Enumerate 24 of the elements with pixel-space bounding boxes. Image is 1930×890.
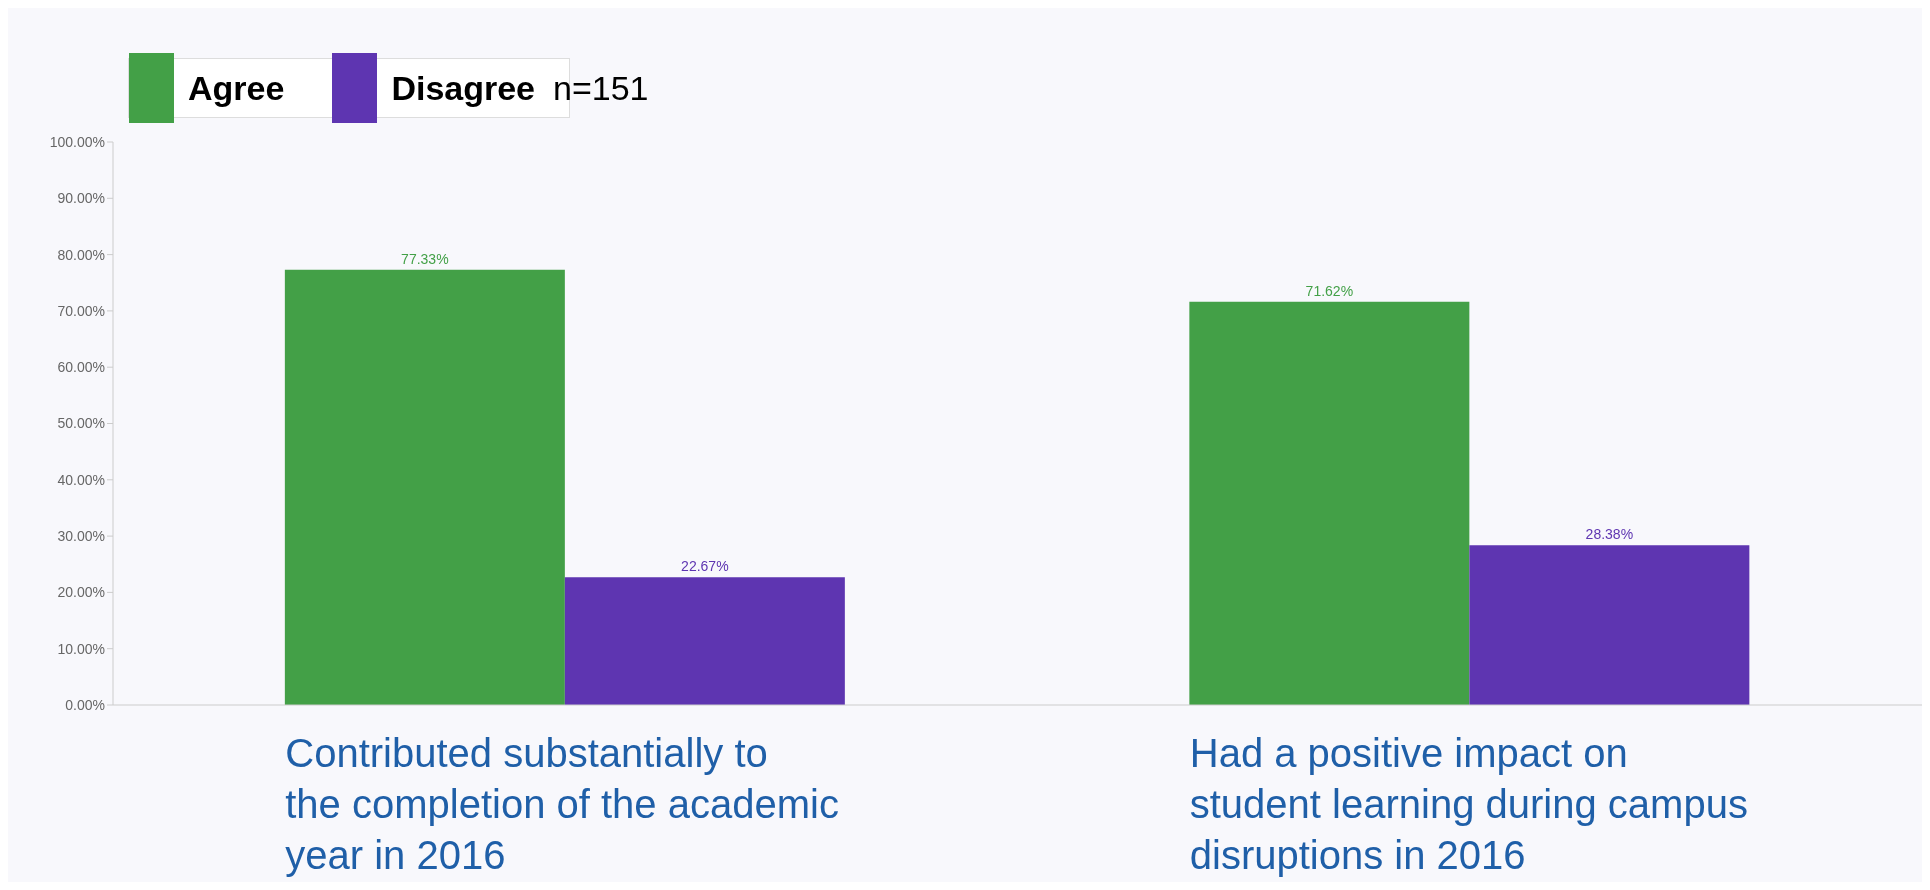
y-tick-label: 60.00% <box>57 359 105 376</box>
legend-label: Disagree <box>391 68 536 108</box>
y-tick-label: 100.00% <box>49 133 105 150</box>
bar <box>1189 301 1470 705</box>
text: 71.62% <box>1305 282 1354 299</box>
y-tick-label: 20.00% <box>57 584 105 601</box>
y-tick-label: 40.00% <box>57 471 105 488</box>
bar <box>284 269 565 705</box>
text: 77.33% <box>401 250 449 267</box>
y-tick-label: 50.00% <box>57 415 105 432</box>
text: 28.38% <box>1585 526 1634 543</box>
text: n=151 <box>553 68 649 108</box>
y-tick-label: 80.00% <box>57 246 105 263</box>
y-tick-label: 90.00% <box>57 190 105 207</box>
y-tick-label: 30.00% <box>57 528 105 545</box>
bar <box>564 577 845 705</box>
bar <box>1469 545 1750 705</box>
x-tick-label: Had a positive impact on student learning during campus disruptions in 2016 <box>1189 731 1748 877</box>
y-tick-label: 0.00% <box>65 696 105 713</box>
text: 22.67% <box>681 558 729 575</box>
y-tick-label: 10.00% <box>57 640 105 657</box>
y-tick-label: 70.00% <box>57 302 105 319</box>
x-tick-label: Contributed substantially to the completion of the academic year in 2016 <box>285 731 839 877</box>
legend-label: Agree <box>188 68 285 108</box>
